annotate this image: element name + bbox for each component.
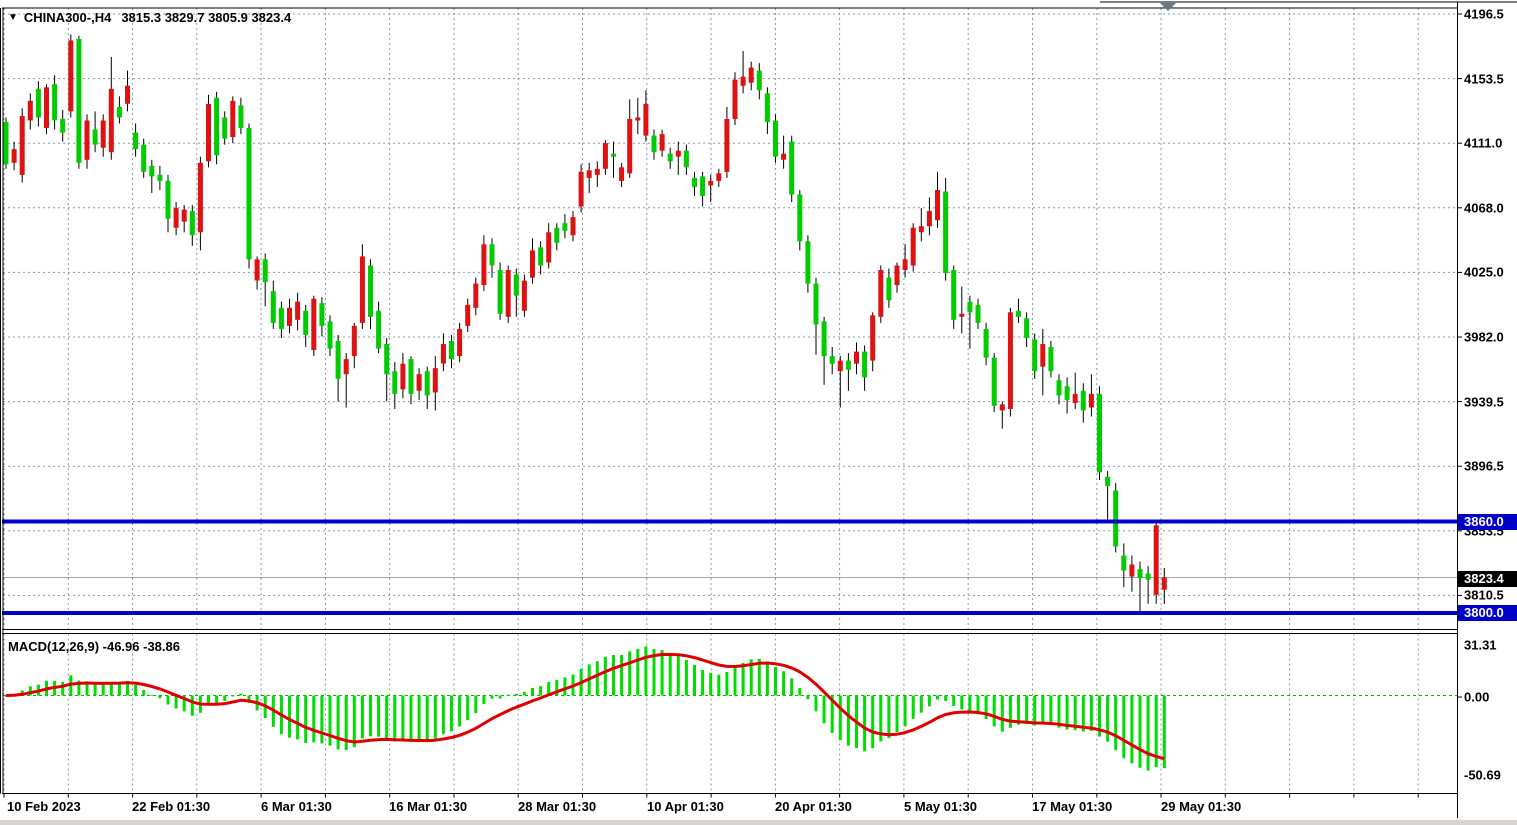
level-price-badge: 3860.0 [1458,513,1517,530]
price-tick-label: 4196.5 [1464,6,1504,22]
scroll-to-end-marker-icon[interactable] [1160,3,1176,11]
macd-tick-label: 31.31 [1464,637,1497,653]
window-bottom-edge [0,820,1517,825]
price-tick-label: 4111.0 [1464,135,1503,151]
price-tick-label: 3810.5 [1464,587,1504,603]
time-axis-label: 29 May 01:30 [1161,799,1242,814]
time-axis-label: 5 May 01:30 [904,799,977,814]
time-axis-label: 6 Mar 01:30 [261,799,332,814]
chart-title: ▼ CHINA300-,H4 3815.3 3829.7 3805.9 3823… [8,10,291,25]
time-axis-label: 22 Feb 01:30 [132,799,211,814]
time-axis-label: 28 Mar 01:30 [518,799,597,814]
time-axis-label: 10 Apr 01:30 [647,799,724,814]
macd-indicator-label: MACD(12,26,9) -46.96 -38.86 [8,639,180,654]
time-axis-label: 17 May 01:30 [1032,799,1113,814]
ohlc-values-label: 3815.3 3829.7 3805.9 3823.4 [121,10,292,25]
price-tick-label: 3939.5 [1464,394,1504,410]
macd-tick-label: 0.00 [1464,689,1490,705]
time-axis-label: 16 Mar 01:30 [389,799,468,814]
price-tick-label: 4153.5 [1464,71,1504,87]
symbol-period-label: CHINA300-,H4 [23,10,112,25]
time-axis-label: 20 Apr 01:30 [775,799,852,814]
price-tick-label: 3896.5 [1464,458,1504,474]
current-price-badge: 3823.4 [1458,571,1517,587]
level-price-badge: 3800.0 [1458,605,1517,621]
time-axis-label: 10 Feb 2023 [7,799,81,814]
price-tick-label: 4025.0 [1464,264,1504,280]
price-tick-label: 4068.0 [1464,200,1504,216]
price-tick-label: 3982.0 [1464,329,1504,345]
macd-tick-label: -50.69 [1464,767,1501,783]
triangle-down-icon[interactable]: ▼ [8,11,18,23]
